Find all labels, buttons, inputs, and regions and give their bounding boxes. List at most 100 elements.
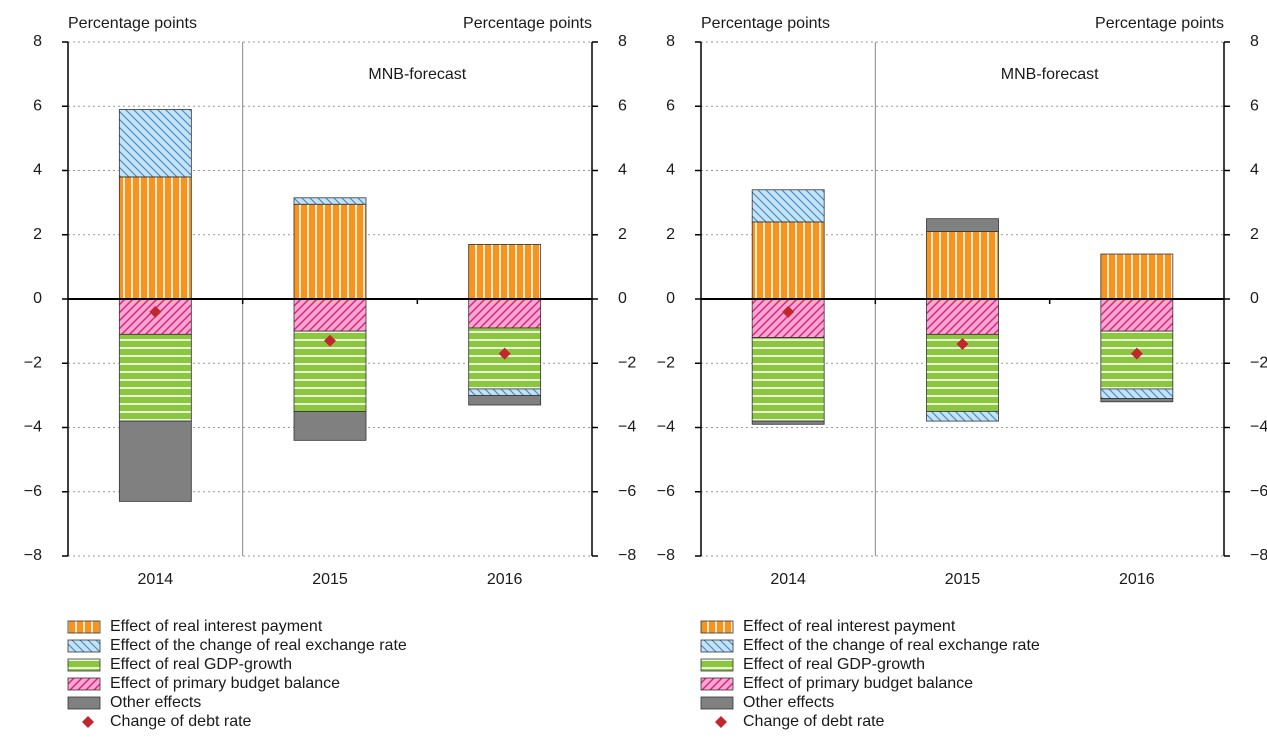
y-tick-label: 2 bbox=[666, 226, 675, 243]
y2-tick-label: −2 bbox=[618, 354, 636, 371]
bar-segment bbox=[926, 231, 999, 300]
bar-segment bbox=[1100, 330, 1174, 390]
legend-label: Effect of primary budget balance bbox=[110, 675, 340, 692]
marker bbox=[1130, 347, 1143, 360]
y-tick-label: 8 bbox=[666, 33, 675, 50]
y2-tick-label: 4 bbox=[1250, 162, 1259, 179]
legend-label: Change of debt rate bbox=[743, 713, 885, 730]
y-tick-label: −8 bbox=[24, 547, 42, 564]
legend-swatch bbox=[67, 658, 101, 672]
y-tick-label: −6 bbox=[657, 483, 675, 500]
bar-segment bbox=[468, 388, 542, 396]
legend-swatch bbox=[67, 620, 101, 634]
y2-tick-label: −6 bbox=[1250, 483, 1267, 500]
y2-tick-label: 6 bbox=[1250, 97, 1259, 114]
y-tick-label: 4 bbox=[33, 162, 42, 179]
bar-segment bbox=[751, 189, 825, 223]
legend-label: Effect of the change of real exchange ra… bbox=[110, 637, 407, 654]
y-tick-label: 0 bbox=[33, 290, 42, 307]
bar-segment bbox=[293, 411, 367, 441]
legend-label: Effect of real GDP-growth bbox=[743, 656, 925, 673]
y2-tick-label: −8 bbox=[1250, 547, 1267, 564]
legend-swatch bbox=[67, 639, 101, 653]
y-tick-label: 4 bbox=[666, 162, 675, 179]
bar-segment bbox=[468, 394, 542, 406]
y-tick-label: −8 bbox=[657, 547, 675, 564]
legend-swatch bbox=[700, 639, 734, 653]
marker bbox=[498, 347, 511, 360]
marker bbox=[324, 334, 336, 347]
y-tick-label: −4 bbox=[657, 419, 675, 436]
legend-label: Other effects bbox=[743, 694, 834, 711]
y-tick-label: 6 bbox=[33, 97, 42, 114]
legend-marker bbox=[82, 716, 94, 728]
legend-marker bbox=[715, 716, 727, 728]
marker bbox=[956, 337, 969, 350]
bar-segment bbox=[468, 298, 542, 329]
legend-label: Effect of the change of real exchange ra… bbox=[743, 637, 1040, 654]
legend-label: Other effects bbox=[110, 694, 201, 711]
y2-axis-label: Percentage points bbox=[463, 15, 592, 32]
x-tick-label: 2015 bbox=[945, 571, 981, 588]
bar-segment bbox=[293, 203, 367, 300]
bar-segment bbox=[293, 298, 367, 332]
y2-tick-label: −6 bbox=[618, 483, 636, 500]
legend-swatch bbox=[700, 620, 734, 634]
bar-segment bbox=[118, 333, 192, 422]
y-tick-label: −6 bbox=[24, 483, 42, 500]
y2-tick-label: −4 bbox=[618, 419, 636, 436]
y-tick-label: 0 bbox=[666, 290, 675, 307]
bar-segment bbox=[1100, 388, 1174, 399]
bar-segment bbox=[926, 218, 999, 232]
y2-tick-label: −8 bbox=[618, 547, 636, 564]
y-tick-label: 8 bbox=[33, 33, 42, 50]
y2-tick-label: −4 bbox=[1250, 419, 1267, 436]
x-tick-label: 2014 bbox=[138, 571, 174, 588]
y2-tick-label: 0 bbox=[1250, 290, 1259, 307]
legend-swatch bbox=[700, 696, 734, 710]
marker bbox=[149, 305, 162, 318]
y2-tick-label: −2 bbox=[1250, 354, 1267, 371]
bar-segment bbox=[468, 243, 542, 300]
legend-swatch bbox=[67, 696, 101, 710]
y2-tick-label: 8 bbox=[618, 33, 627, 50]
y2-tick-label: 0 bbox=[618, 290, 627, 307]
bar-segment bbox=[118, 176, 192, 300]
legend-label: Effect of real interest payment bbox=[743, 618, 956, 635]
legend-label: Effect of primary budget balance bbox=[743, 675, 973, 692]
y-tick-label: −2 bbox=[657, 354, 675, 371]
marker bbox=[782, 305, 795, 318]
bar-segment bbox=[926, 298, 999, 335]
legend-swatch bbox=[67, 677, 101, 691]
x-tick-label: 2016 bbox=[487, 571, 523, 588]
annotation: MNB-forecast bbox=[1001, 66, 1099, 83]
legend-swatch bbox=[700, 677, 734, 691]
annotation: MNB-forecast bbox=[368, 66, 466, 83]
y2-tick-label: 4 bbox=[618, 162, 627, 179]
bar-segment bbox=[751, 221, 825, 300]
legend-label: Effect of real interest payment bbox=[110, 618, 323, 635]
x-tick-label: 2015 bbox=[312, 571, 348, 588]
bar-segment bbox=[751, 298, 825, 338]
y-tick-label: 6 bbox=[666, 97, 675, 114]
bar-segment bbox=[118, 109, 192, 178]
legend-swatch bbox=[700, 658, 734, 672]
x-tick-label: 2016 bbox=[1119, 571, 1155, 588]
bar-segment bbox=[926, 411, 999, 422]
bar-segment bbox=[1100, 398, 1174, 403]
y2-tick-label: 6 bbox=[618, 97, 627, 114]
x-tick-label: 2014 bbox=[770, 571, 806, 588]
y-tick-label: −4 bbox=[24, 419, 42, 436]
y2-axis-label: Percentage points bbox=[1095, 15, 1224, 32]
y-tick-label: −2 bbox=[24, 354, 42, 371]
y2-tick-label: 8 bbox=[1250, 33, 1259, 50]
bar-segment bbox=[118, 420, 192, 502]
bar-segment bbox=[751, 420, 825, 425]
legend-label: Change of debt rate bbox=[110, 713, 252, 730]
bar-segment bbox=[751, 337, 825, 422]
legend-label: Effect of real GDP-growth bbox=[110, 656, 292, 673]
y2-tick-label: 2 bbox=[1250, 226, 1259, 243]
y-tick-label: 2 bbox=[33, 226, 42, 243]
y-axis-label: Percentage points bbox=[701, 15, 830, 32]
